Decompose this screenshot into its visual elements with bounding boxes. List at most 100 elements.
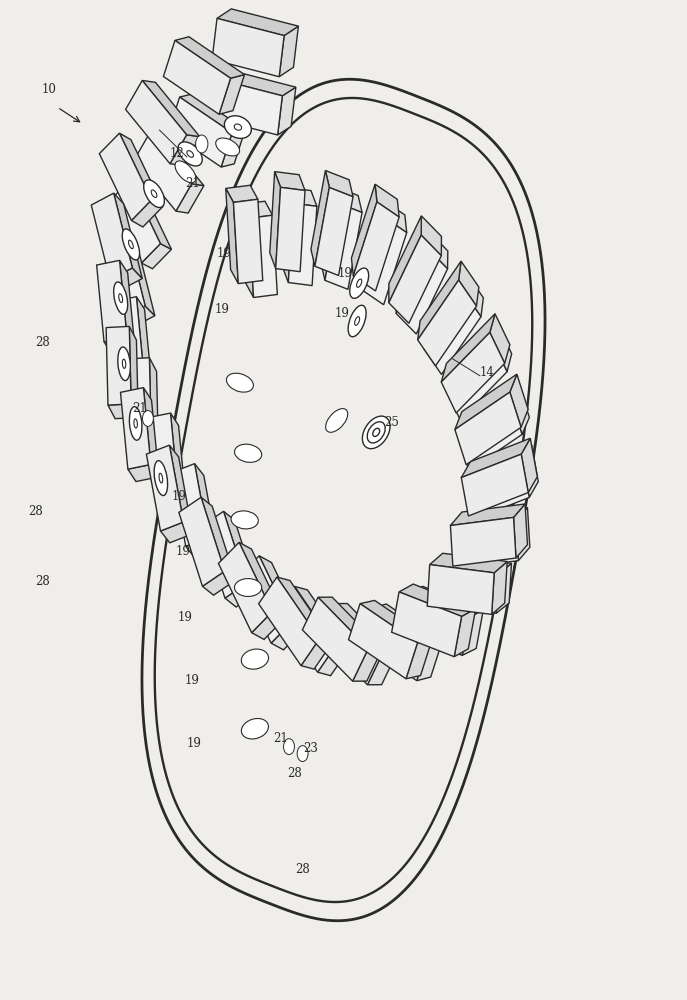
Ellipse shape	[187, 151, 194, 157]
Polygon shape	[352, 184, 377, 276]
Ellipse shape	[122, 229, 139, 260]
Polygon shape	[317, 646, 348, 676]
Polygon shape	[128, 235, 155, 316]
Polygon shape	[179, 94, 245, 133]
Polygon shape	[239, 556, 291, 643]
Text: 10: 10	[42, 83, 56, 96]
Text: 19: 19	[337, 267, 352, 280]
Polygon shape	[396, 230, 428, 313]
Polygon shape	[510, 374, 528, 427]
Polygon shape	[185, 538, 217, 558]
Polygon shape	[239, 542, 284, 618]
Polygon shape	[514, 504, 528, 558]
Polygon shape	[277, 577, 333, 642]
Polygon shape	[490, 314, 510, 363]
Polygon shape	[219, 75, 245, 114]
Polygon shape	[202, 511, 247, 598]
Polygon shape	[424, 272, 466, 349]
Polygon shape	[142, 80, 200, 137]
Polygon shape	[223, 511, 258, 592]
Ellipse shape	[373, 428, 380, 436]
Polygon shape	[446, 342, 507, 420]
Ellipse shape	[284, 739, 295, 755]
Ellipse shape	[151, 190, 157, 198]
Polygon shape	[127, 358, 151, 433]
Polygon shape	[108, 404, 138, 419]
Polygon shape	[130, 180, 172, 249]
Polygon shape	[218, 542, 272, 633]
Polygon shape	[427, 230, 448, 269]
Polygon shape	[282, 188, 293, 283]
Text: 28: 28	[28, 505, 43, 518]
Text: 21: 21	[185, 177, 200, 190]
Ellipse shape	[234, 124, 242, 130]
Polygon shape	[301, 639, 333, 669]
Ellipse shape	[225, 116, 251, 138]
Ellipse shape	[234, 444, 262, 462]
Polygon shape	[120, 133, 163, 206]
Polygon shape	[522, 444, 539, 497]
Polygon shape	[361, 608, 428, 681]
Polygon shape	[124, 306, 155, 327]
Polygon shape	[455, 374, 517, 430]
Polygon shape	[429, 553, 507, 573]
Polygon shape	[142, 244, 172, 269]
Polygon shape	[389, 235, 441, 323]
Polygon shape	[169, 97, 232, 167]
Polygon shape	[289, 203, 317, 286]
Polygon shape	[427, 565, 494, 614]
Polygon shape	[203, 571, 236, 595]
Polygon shape	[176, 184, 204, 213]
Polygon shape	[455, 392, 521, 465]
Polygon shape	[120, 260, 135, 350]
Ellipse shape	[241, 718, 269, 739]
Polygon shape	[372, 604, 442, 646]
Ellipse shape	[196, 135, 208, 153]
Polygon shape	[368, 654, 396, 685]
Polygon shape	[249, 215, 278, 298]
Ellipse shape	[362, 416, 390, 449]
Polygon shape	[446, 324, 497, 390]
Polygon shape	[451, 504, 525, 525]
Polygon shape	[106, 326, 131, 405]
Text: 28: 28	[35, 575, 49, 588]
Text: 28: 28	[287, 767, 302, 780]
Polygon shape	[234, 199, 262, 284]
Polygon shape	[464, 272, 484, 317]
Ellipse shape	[216, 138, 240, 156]
Polygon shape	[251, 612, 284, 639]
Polygon shape	[389, 216, 421, 303]
Ellipse shape	[159, 473, 163, 483]
Polygon shape	[464, 460, 529, 520]
Text: 19: 19	[335, 307, 350, 320]
Polygon shape	[451, 517, 516, 566]
Ellipse shape	[175, 161, 196, 183]
Polygon shape	[221, 130, 245, 167]
Polygon shape	[335, 187, 362, 212]
Ellipse shape	[117, 347, 131, 381]
Polygon shape	[352, 649, 383, 681]
Polygon shape	[164, 40, 231, 114]
Polygon shape	[106, 235, 145, 318]
Polygon shape	[128, 464, 159, 482]
Polygon shape	[111, 180, 160, 263]
Text: 28: 28	[35, 336, 49, 349]
Ellipse shape	[231, 511, 258, 529]
Ellipse shape	[357, 279, 362, 287]
Text: 28: 28	[295, 863, 310, 876]
Polygon shape	[360, 200, 385, 290]
Polygon shape	[461, 454, 528, 516]
Ellipse shape	[227, 373, 254, 392]
Polygon shape	[315, 187, 353, 276]
Polygon shape	[353, 202, 399, 291]
Polygon shape	[511, 383, 530, 434]
Text: 12: 12	[169, 147, 184, 160]
Polygon shape	[458, 383, 519, 436]
Ellipse shape	[119, 294, 122, 303]
Polygon shape	[441, 314, 495, 382]
Polygon shape	[521, 438, 537, 493]
Text: 21: 21	[273, 732, 288, 745]
Polygon shape	[311, 171, 329, 266]
Polygon shape	[128, 432, 158, 447]
Polygon shape	[155, 487, 185, 504]
